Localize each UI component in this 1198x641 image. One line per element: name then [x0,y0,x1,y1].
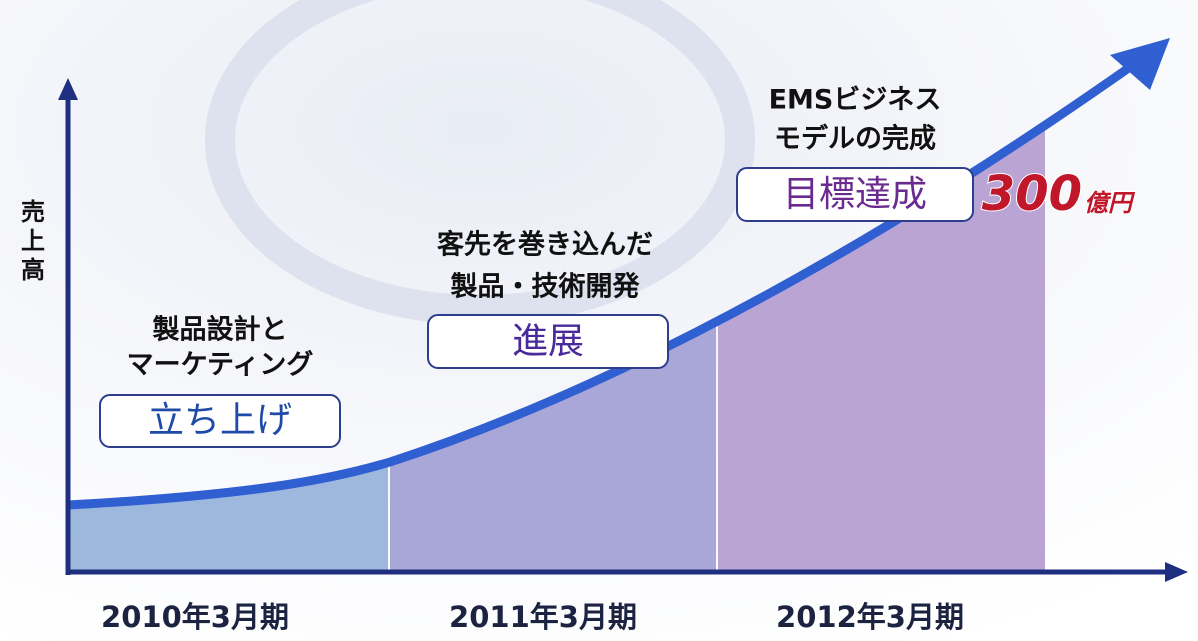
growth-curve [67,56,1143,510]
phase-desc: マーケティング [127,349,314,381]
phase-label: 進展 [512,321,584,362]
phase-box [99,394,341,448]
x-arrow [1165,562,1188,582]
decor [205,0,755,325]
period-label: 2011年3月期 [449,600,637,634]
target-unit: 億円 [1084,189,1136,217]
period-label: 2010年3月期 [101,600,289,634]
phase-box [427,314,669,369]
phase-label: 立ち上げ [148,400,292,441]
phase-label: 目標達成 [783,174,927,215]
phase-desc: 製品設計と [153,314,288,346]
y-axis-label-char: 売 [21,198,45,226]
phase-desc: 客先を巻き込んだ [437,229,653,261]
target-number: 300 [982,166,1082,222]
y-axis-label: 売上高 [21,198,45,284]
y-axis-label-char: 高 [21,256,45,284]
y-arrow [58,78,78,100]
y-axis-label-char: 上 [21,227,45,255]
curve-arrowhead [1110,38,1170,90]
period-label: 2012年3月期 [776,600,964,634]
phase-box [736,167,974,222]
phase-desc: EMSビジネス [769,85,942,116]
phase-desc: 製品・技術開発 [451,272,641,303]
phase-desc: モデルの完成 [774,123,936,155]
